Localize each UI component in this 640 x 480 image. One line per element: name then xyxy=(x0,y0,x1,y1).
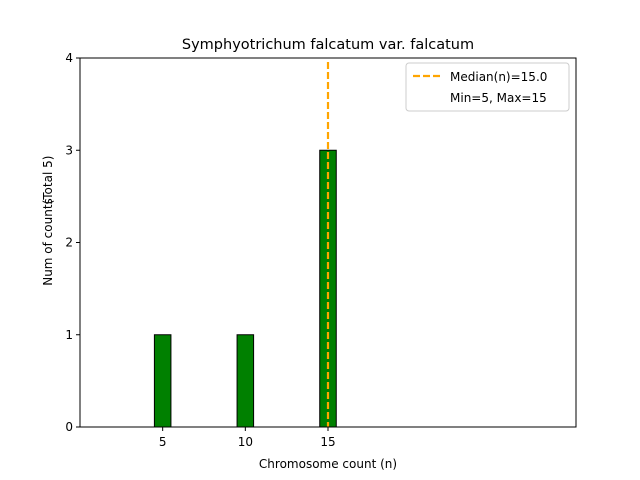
y-tick-label-1: 1 xyxy=(65,328,73,342)
bar-5 xyxy=(153,334,172,428)
y-axis-ticks: 0 1 2 3 4 xyxy=(65,51,80,434)
x-tick-label-10: 10 xyxy=(238,435,253,449)
y-axis-label: Num of counts xyxy=(41,198,55,286)
legend-range-label: Min=5, Max=15 xyxy=(450,91,547,105)
chart-title: Symphyotrichum falcatum var. falcatum xyxy=(182,37,474,53)
y-tick-label-0: 0 xyxy=(65,420,73,434)
y-tick-label-4: 4 xyxy=(65,51,73,65)
x-axis-label: Chromosome count (n) xyxy=(259,457,397,471)
plot-area xyxy=(79,57,577,428)
x-tick-label-15: 15 xyxy=(320,435,335,449)
x-tick-label-5: 5 xyxy=(159,435,167,449)
bar-10 xyxy=(236,334,255,428)
y-tick-label-3: 3 xyxy=(65,143,73,157)
x-axis-ticks: 5 10 15 xyxy=(159,427,336,449)
y-tick-label-2: 2 xyxy=(65,236,73,250)
legend-box xyxy=(405,62,570,112)
y-axis-total-label: (Total 5) xyxy=(41,156,55,205)
legend-median-label: Median(n)=15.0 xyxy=(450,70,547,84)
legend: Median(n)=15.0 Min=5, Max=15 xyxy=(405,62,570,112)
